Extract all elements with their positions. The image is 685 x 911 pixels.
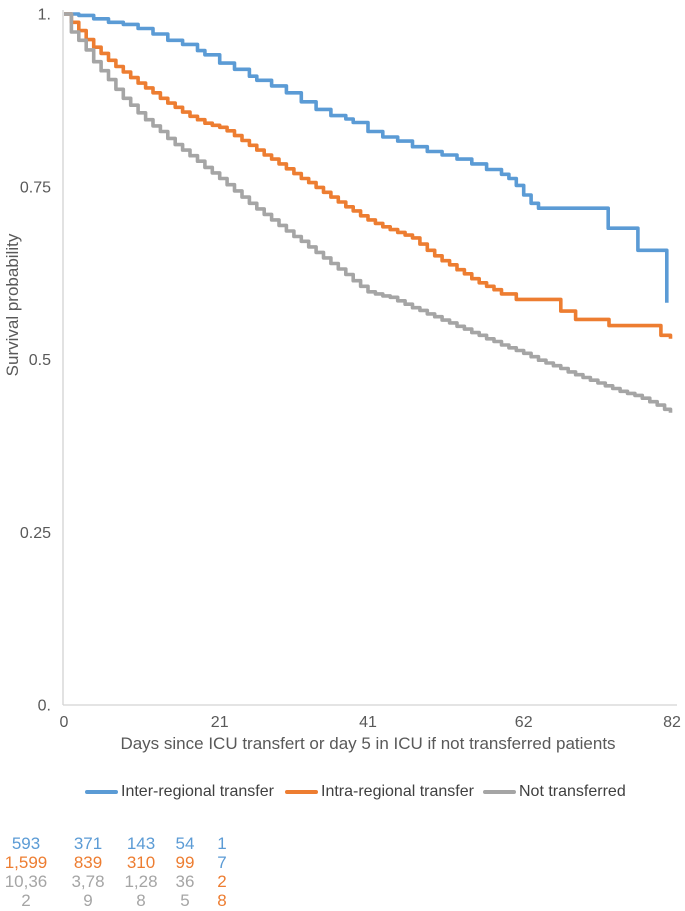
risk-table-cell: 1,599: [4, 853, 48, 872]
numbers-at-risk-table: 593 371 143 54 1 1,599 839 310 99 7 10,36 3,78 1,28 3…: [0, 834, 685, 911]
x-tick-label: 21: [211, 714, 229, 731]
legend-label: Intra-regional transfer: [321, 783, 474, 800]
legend-line-swatch: [285, 790, 318, 794]
risk-table-row: 1,599 839 310 99 7: [0, 853, 260, 872]
axes: [62, 10, 677, 706]
legend-label: Inter-regional transfer: [121, 783, 274, 800]
risk-table-cell: 7: [217, 853, 227, 872]
legend-item: Intra-regional transfer: [285, 781, 474, 803]
series-intra-regional-transfer: [64, 12, 673, 339]
x-axis-title: Days since ICU transfert or day 5 in ICU…: [120, 734, 615, 753]
risk-table-cell: 2: [217, 872, 227, 891]
legend-label: Not transferred: [519, 783, 626, 800]
legend-line-swatch: [85, 790, 118, 794]
legend-item: Not transferred: [483, 781, 626, 803]
risk-table-row: 2 9 8 5 8: [0, 891, 260, 910]
y-tick-label: 0.: [38, 698, 51, 715]
risk-table-row: 10,36 3,78 1,28 36 2: [0, 872, 260, 891]
series-not-transferred: [64, 12, 673, 413]
y-axis-title: Survival probability: [3, 233, 22, 376]
risk-table-cell: 143: [126, 834, 156, 853]
y-tick-label: 1.: [38, 7, 51, 24]
risk-table-cell: 839: [73, 853, 103, 872]
risk-table-cell: 371: [73, 834, 103, 853]
x-tick-label: 82: [663, 714, 681, 731]
risk-table-row: 593 371 143 54 1: [0, 834, 260, 853]
risk-table-cell: 8: [217, 891, 227, 910]
survival-chart: 1. 0.75 0.5 0.25 0. 0 21 41 62 82 Days since ICU …: [3, 7, 681, 754]
risk-table-cell: 310: [126, 853, 156, 872]
risk-table-cell: 5: [180, 891, 190, 910]
y-tick-label: 0.5: [29, 352, 51, 369]
legend-line-swatch: [483, 790, 516, 794]
risk-table-cell: 10,36: [4, 872, 48, 891]
risk-table-cell: 1: [217, 834, 227, 853]
risk-table-cell: 9: [83, 891, 93, 910]
risk-table-cell: 3,78: [71, 872, 105, 891]
x-tick-label: 41: [359, 714, 377, 731]
survival-curves: [64, 12, 673, 413]
x-tick-label: 62: [515, 714, 533, 731]
x-tick-label: 0: [60, 714, 69, 731]
risk-table-cell: 36: [175, 872, 195, 891]
risk-table-cell: 2: [21, 891, 31, 910]
y-tick-label: 0.75: [20, 179, 51, 196]
legend-item: Inter-regional transfer: [85, 781, 274, 803]
axis-tick-labels: 1. 0.75 0.5 0.25 0. 0 21 41 62 82: [20, 7, 681, 732]
risk-table-cell: 593: [11, 834, 41, 853]
risk-table-cell: 99: [175, 853, 195, 872]
risk-table-cell: 54: [175, 834, 195, 853]
y-tick-label: 0.25: [20, 525, 51, 542]
risk-table-cell: 1,28: [124, 872, 158, 891]
series-inter-regional-transfer: [64, 12, 669, 303]
risk-table-cell: 8: [136, 891, 146, 910]
legend: Inter-regional transfer Intra-regional tr…: [0, 781, 685, 803]
